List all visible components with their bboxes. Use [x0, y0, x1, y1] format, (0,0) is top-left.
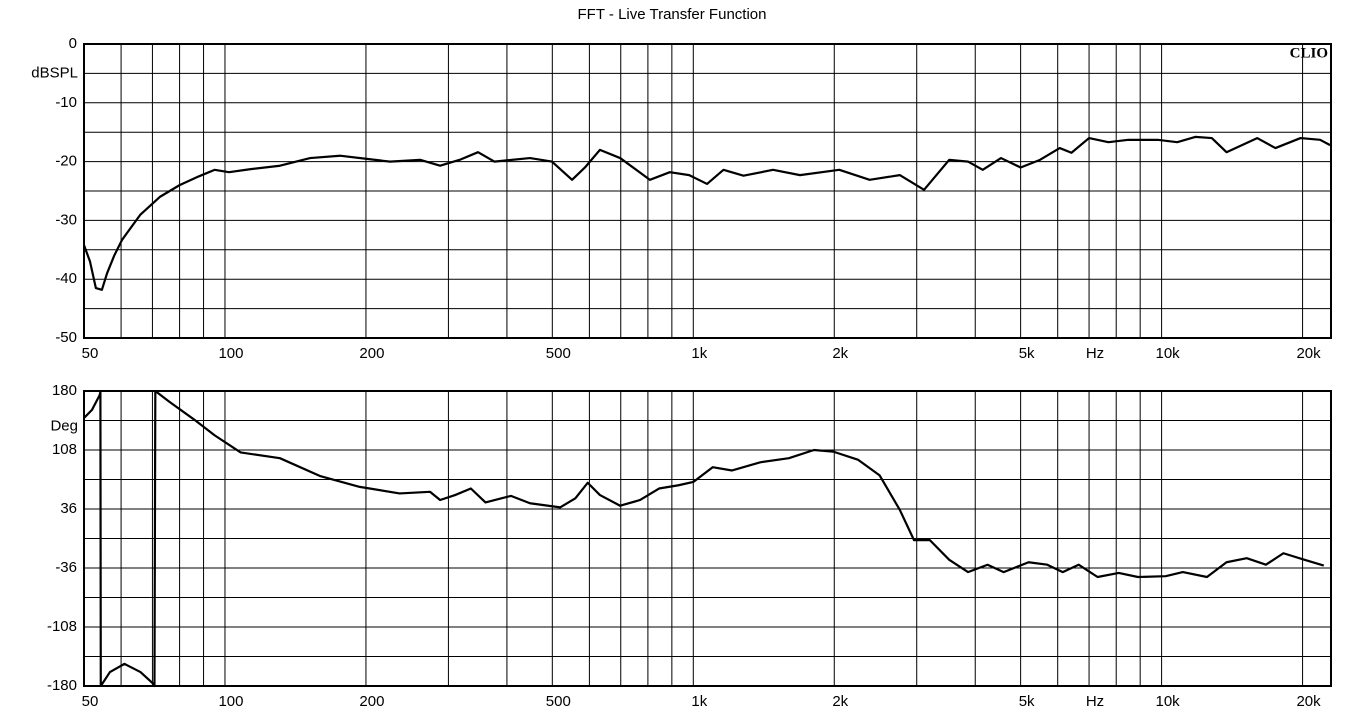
x-tick-label: 2k: [832, 693, 848, 710]
y-axis-label: dBSPL: [31, 64, 78, 81]
x-tick-label: 20k: [1296, 345, 1321, 362]
y-tick-label: -50: [55, 329, 77, 346]
x-tick-label: 100: [218, 693, 243, 710]
y-tick-label: -30: [55, 211, 77, 228]
y-tick-label: -180: [47, 677, 77, 694]
x-tick-label: 200: [359, 345, 384, 362]
x-tick-label: 50: [82, 693, 99, 710]
y-tick-label: -20: [55, 153, 77, 170]
x-tick-label: 10k: [1156, 345, 1181, 362]
y-tick-label: -36: [55, 559, 77, 576]
x-tick-label: 500: [546, 345, 571, 362]
y-tick-label: -40: [55, 270, 77, 287]
x-tick-label: 100: [218, 345, 243, 362]
x-tick-label: 20k: [1296, 693, 1321, 710]
y-tick-label: 0: [69, 35, 77, 52]
x-tick-label: 50: [82, 345, 99, 362]
x-tick-label: 10k: [1156, 693, 1181, 710]
x-tick-label: 5k: [1019, 345, 1035, 362]
y-tick-label: 108: [52, 441, 77, 458]
y-tick-label: -108: [47, 618, 77, 635]
x-tick-label: 2k: [832, 345, 848, 362]
x-tick-label: 1k: [691, 693, 707, 710]
y-tick-label: 36: [60, 500, 77, 517]
x-tick-label: 200: [359, 693, 384, 710]
x-tick-label: 1k: [691, 345, 707, 362]
chart-title: FFT - Live Transfer Function: [578, 6, 767, 23]
data-line: [83, 389, 1325, 688]
y-tick-label: 180: [52, 382, 77, 399]
y-tick-label: -10: [55, 94, 77, 111]
x-tick-label: 500: [546, 693, 571, 710]
plot-frame: [83, 390, 1332, 687]
annotation: CLIO: [1290, 45, 1328, 61]
x-axis-label: Hz: [1086, 345, 1104, 362]
plot-frame: [83, 43, 1332, 339]
data-line: [82, 135, 1331, 291]
x-tick-label: 5k: [1019, 693, 1035, 710]
y-axis-label: Deg: [50, 417, 78, 434]
x-axis-label: Hz: [1086, 693, 1104, 710]
